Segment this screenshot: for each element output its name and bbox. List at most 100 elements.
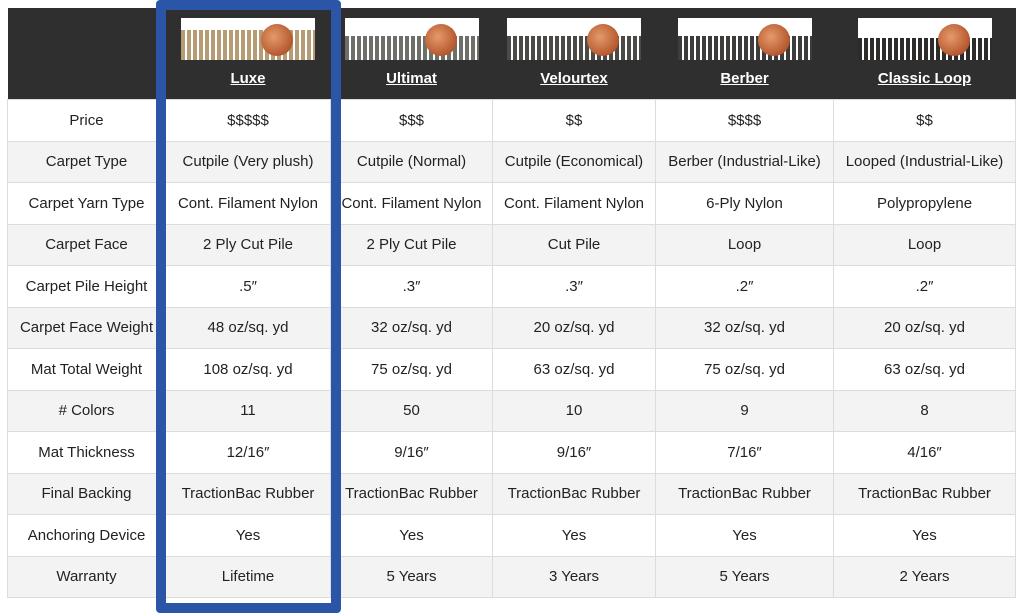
- table-row: Mat Total Weight 108 oz/sq. yd 75 oz/sq. y…: [7, 348, 1016, 391]
- row-label: Carpet Yarn Type: [7, 182, 166, 225]
- cell-value: TractionBac Rubber: [833, 472, 1016, 515]
- cell-value: Loop: [833, 223, 1016, 266]
- penny-icon: [757, 24, 790, 56]
- carpet-swatch-image: [857, 18, 992, 60]
- column-header: Berber: [655, 8, 834, 100]
- cell-value: $$$$$: [165, 99, 331, 142]
- cell-value: 12/16″: [165, 431, 331, 474]
- cell-value: 50: [330, 389, 493, 432]
- cell-value: Yes: [492, 514, 656, 557]
- cell-value: TractionBac Rubber: [492, 472, 656, 515]
- cell-value: 9: [655, 389, 834, 432]
- cell-value: Yes: [655, 514, 834, 557]
- product-link[interactable]: Classic Loop: [877, 70, 972, 87]
- cell-value: 9/16″: [330, 431, 493, 474]
- cell-value: Cut Pile: [492, 223, 656, 266]
- row-label: Mat Total Weight: [7, 348, 166, 391]
- cell-value: Berber (Industrial-Like): [655, 140, 834, 183]
- cell-value: 48 oz/sq. yd: [165, 306, 331, 349]
- cell-value: Yes: [833, 514, 1016, 557]
- row-label: # Colors: [7, 389, 166, 432]
- cell-value: .2″: [655, 265, 834, 308]
- row-label: Carpet Face: [7, 223, 166, 266]
- carpet-swatch-image: [507, 18, 641, 60]
- cell-value: 108 oz/sq. yd: [165, 348, 331, 391]
- cell-value: 11: [165, 389, 331, 432]
- cell-value: Yes: [165, 514, 331, 557]
- table-row: Final Backing TractionBac Rubber TractionB…: [7, 472, 1016, 515]
- header-row: Luxe Ultimat Velourtex Berber Classic Loop: [7, 8, 1016, 100]
- row-label: Warranty: [7, 555, 166, 598]
- product-link[interactable]: Ultimat: [386, 70, 437, 87]
- penny-icon: [261, 24, 293, 56]
- cell-value: TractionBac Rubber: [165, 472, 331, 515]
- cell-value: Polypropylene: [833, 182, 1016, 225]
- product-link[interactable]: Luxe: [230, 70, 266, 87]
- cell-value: 5 Years: [655, 555, 834, 598]
- cell-value: 63 oz/sq. yd: [492, 348, 656, 391]
- header-empty: [7, 8, 166, 100]
- cell-value: Lifetime: [165, 555, 331, 598]
- cell-value: 32 oz/sq. yd: [330, 306, 493, 349]
- cell-value: 75 oz/sq. yd: [655, 348, 834, 391]
- carpet-swatch-image: [344, 18, 479, 60]
- row-label: Carpet Pile Height: [7, 265, 166, 308]
- row-label: Anchoring Device: [7, 514, 166, 557]
- cell-value: 32 oz/sq. yd: [655, 306, 834, 349]
- table-row: # Colors 11 50 10 9 8: [7, 389, 1016, 432]
- cell-value: 20 oz/sq. yd: [492, 306, 656, 349]
- comparison-table: Luxe Ultimat Velourtex Berber Classic Loop P…: [7, 8, 1016, 598]
- table-row: Anchoring Device Yes Yes Yes Yes Yes: [7, 514, 1016, 557]
- cell-value: Cont. Filament Nylon: [492, 182, 656, 225]
- column-header: Ultimat: [330, 8, 493, 100]
- penny-icon: [424, 24, 457, 56]
- table-row: Price $$$$$ $$$ $$ $$$$ $$: [7, 99, 1016, 142]
- cell-value: TractionBac Rubber: [655, 472, 834, 515]
- cell-value: Cutpile (Normal): [330, 140, 493, 183]
- cell-value: 5 Years: [330, 555, 493, 598]
- table-row: Carpet Type Cutpile (Very plush) Cutpile (…: [7, 140, 1016, 183]
- cell-value: 75 oz/sq. yd: [330, 348, 493, 391]
- cell-value: $$: [492, 99, 656, 142]
- cell-value: 3 Years: [492, 555, 656, 598]
- cell-value: 2 Years: [833, 555, 1016, 598]
- cell-value: .3″: [492, 265, 656, 308]
- table-row: Mat Thickness 12/16″ 9/16″ 9/16″ 7/16″ 4/16″: [7, 431, 1016, 474]
- row-label: Carpet Face Weight: [7, 306, 166, 349]
- cell-value: Loop: [655, 223, 834, 266]
- row-label: Mat Thickness: [7, 431, 166, 474]
- cell-value: 9/16″: [492, 431, 656, 474]
- table-row: Carpet Face Weight 48 oz/sq. yd 32 oz/sq. …: [7, 306, 1016, 349]
- product-link[interactable]: Berber: [720, 70, 769, 87]
- cell-value: $$: [833, 99, 1016, 142]
- row-label: Final Backing: [7, 472, 166, 515]
- cell-value: $$$: [330, 99, 493, 142]
- row-label: Price: [7, 99, 166, 142]
- cell-value: .3″: [330, 265, 493, 308]
- cell-value: $$$$: [655, 99, 834, 142]
- column-header: Luxe: [165, 8, 331, 100]
- cell-value: 7/16″: [655, 431, 834, 474]
- carpet-swatch-image: [181, 18, 315, 60]
- column-header: Velourtex: [492, 8, 656, 100]
- penny-icon: [587, 24, 619, 56]
- cell-value: 20 oz/sq. yd: [833, 306, 1016, 349]
- cell-value: Cont. Filament Nylon: [165, 182, 331, 225]
- cell-value: .5″: [165, 265, 331, 308]
- cell-value: 2 Ply Cut Pile: [165, 223, 331, 266]
- cell-value: 8: [833, 389, 1016, 432]
- cell-value: 6-Ply Nylon: [655, 182, 834, 225]
- table-row: Carpet Face 2 Ply Cut Pile 2 Ply Cut Pile C…: [7, 223, 1016, 266]
- column-header: Classic Loop: [833, 8, 1016, 100]
- cell-value: Cutpile (Economical): [492, 140, 656, 183]
- cell-value: Looped (Industrial-Like): [833, 140, 1016, 183]
- cell-value: Cutpile (Very plush): [165, 140, 331, 183]
- table-row: Carpet Pile Height .5″ .3″ .3″ .2″ .2″: [7, 265, 1016, 308]
- cell-value: Yes: [330, 514, 493, 557]
- cell-value: Cont. Filament Nylon: [330, 182, 493, 225]
- cell-value: TractionBac Rubber: [330, 472, 493, 515]
- product-link[interactable]: Velourtex: [540, 70, 608, 87]
- cell-value: .2″: [833, 265, 1016, 308]
- penny-icon: [937, 24, 970, 56]
- row-label: Carpet Type: [7, 140, 166, 183]
